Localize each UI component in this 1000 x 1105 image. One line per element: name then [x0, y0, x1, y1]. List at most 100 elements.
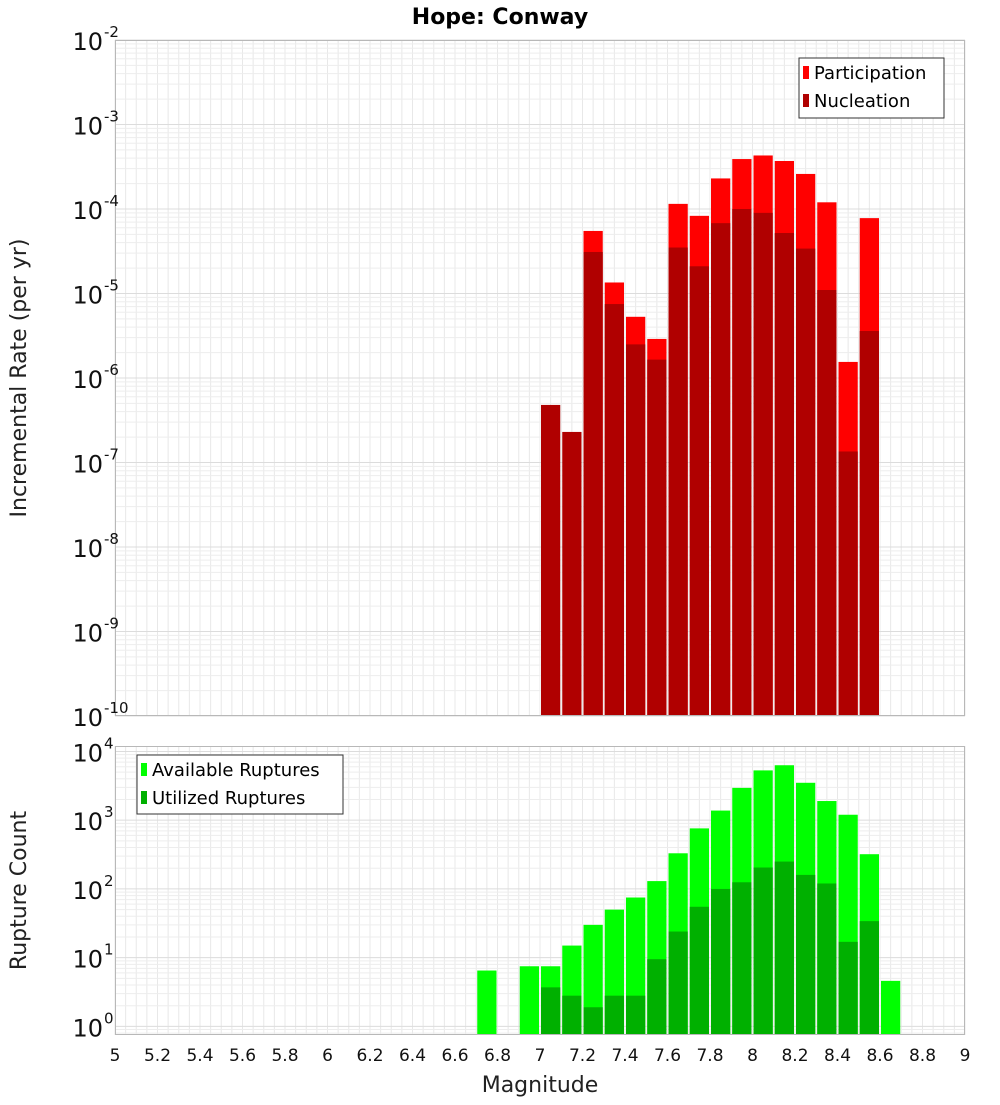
x-tick-label: 7.4: [611, 1046, 638, 1066]
bottom-legend-label: Available Ruptures: [152, 760, 320, 781]
top-bar: [838, 451, 858, 716]
bottom-y-tick-base: 10: [72, 1014, 103, 1042]
top-bar: [753, 212, 773, 716]
top-legend-box: [798, 57, 945, 119]
bottom-y-tick-exp: 4: [104, 734, 114, 752]
top-bar: [541, 404, 561, 716]
bottom-legend-swatch: [141, 763, 147, 776]
top-y-tick-exp: -7: [104, 446, 119, 464]
bottom-bar: [689, 906, 709, 1035]
bottom-bar: [541, 987, 561, 1035]
bottom-plot-frame: [115, 746, 965, 1035]
x-tick-label: 5.2: [144, 1046, 171, 1066]
bottom-y-tick-label: 10 0: [72, 1009, 113, 1042]
top-legend-swatch: [803, 94, 809, 107]
bottom-bar: [477, 970, 497, 1035]
bottom-bar: [838, 941, 858, 1035]
x-tick-label: 5.4: [186, 1046, 213, 1066]
bottom-bar: [711, 888, 731, 1035]
top-y-tick-exp: -2: [104, 23, 119, 41]
bottom-bar: [626, 995, 646, 1035]
top-bar: [796, 248, 816, 716]
top-y-tick-base: 10: [72, 113, 103, 141]
top-y-tick-exp: -4: [104, 192, 119, 210]
bottom-y-tick-exp: 0: [104, 1009, 114, 1027]
top-legend-swatch: [803, 66, 809, 79]
bottom-bar: [753, 867, 773, 1035]
top-y-tick-exp: -10: [104, 699, 129, 717]
top-y-tick-label: 10 -4: [72, 192, 119, 225]
bottom-legend-swatch: [141, 791, 147, 804]
x-tick-label: 6: [322, 1046, 333, 1066]
x-tick-labels: 5 5.2 5.4 5.6 5.8 6 6.2 6.4 6.6 6.8 7 7.2 7.4 7.6 7.8 8…: [110, 1046, 971, 1066]
x-tick-label: 7.8: [696, 1046, 723, 1066]
top-bar: [626, 344, 646, 716]
top-y-tick-label: 10 -2: [72, 23, 119, 56]
top-series-1: [541, 209, 879, 717]
top-legend: Participation Nucleation: [798, 57, 945, 119]
top-y-tick-exp: -3: [104, 108, 119, 126]
top-bar: [774, 232, 794, 716]
bottom-legend-label: Utilized Ruptures: [152, 788, 305, 809]
bottom-y-tick-label: 10 2: [72, 872, 113, 905]
top-bar: [562, 431, 582, 716]
bottom-y-tick-base: 10: [72, 946, 103, 974]
top-bar: [583, 251, 603, 717]
top-y-tick-base: 10: [72, 451, 103, 479]
bottom-y-tick-exp: 3: [104, 803, 114, 821]
top-y-tick-label: 10 -10: [72, 699, 128, 732]
top-y-axis-label: Incremental Rate (per yr): [7, 239, 32, 518]
top-legend-label: Nucleation: [814, 91, 910, 112]
bottom-y-tick-exp: 2: [104, 872, 114, 890]
x-tick-label: 8.6: [866, 1046, 893, 1066]
bottom-bar: [817, 883, 837, 1035]
bottom-y-tick-label: 10 3: [72, 803, 113, 836]
bottom-y-tick-label: 10 4: [72, 734, 113, 767]
top-bar: [689, 266, 709, 716]
top-y-tick-base: 10: [72, 704, 103, 732]
bottom-bar: [859, 921, 879, 1035]
bottom-bar: [732, 882, 752, 1035]
top-bar: [604, 304, 624, 716]
x-axis-label: Magnitude: [482, 1073, 599, 1098]
bottom-bar: [604, 995, 624, 1035]
top-y-tick-base: 10: [72, 620, 103, 648]
x-tick-label: 6.8: [484, 1046, 511, 1066]
top-y-tick-base: 10: [72, 366, 103, 394]
x-tick-label: 8.8: [909, 1046, 936, 1066]
x-tick-label: 8: [747, 1046, 758, 1066]
top-bar: [817, 290, 837, 716]
bottom-y-tick-label: 10 1: [72, 941, 113, 974]
top-y-tick-label: 10 -6: [72, 361, 119, 394]
x-tick-label: 5: [110, 1046, 121, 1066]
bottom-bar: [519, 966, 539, 1035]
top-bar: [732, 209, 752, 716]
top-bar: [647, 359, 667, 716]
top-legend-label: Participation: [814, 63, 926, 84]
x-tick-label: 5.8: [271, 1046, 298, 1066]
top-y-tick-exp: -6: [104, 361, 119, 379]
top-y-tick-label: 10 -5: [72, 277, 119, 310]
top-y-tick-label: 10 -3: [72, 108, 119, 141]
bottom-y-tick-exp: 1: [104, 941, 114, 959]
top-y-tick-base: 10: [72, 282, 103, 310]
chart-title: Hope: Conway: [412, 5, 588, 30]
top-y-tick-label: 10 -9: [72, 615, 119, 648]
top-bar: [668, 247, 688, 716]
x-tick-label: 5.6: [229, 1046, 256, 1066]
top-y-tick-exp: -9: [104, 615, 119, 633]
x-tick-label: 6.2: [356, 1046, 383, 1066]
top-bar: [859, 330, 879, 716]
bottom-y-tick-base: 10: [72, 877, 103, 905]
bottom-bar: [583, 1007, 603, 1035]
top-y-tick-exp: -5: [104, 277, 119, 295]
bottom-y-tick-base: 10: [72, 739, 103, 767]
top-y-tick-label: 10 -7: [72, 446, 119, 479]
top-bar: [711, 223, 731, 716]
x-tick-label: 8.4: [824, 1046, 851, 1066]
bottom-y-axis-label: Rupture Count: [7, 811, 32, 971]
top-grid: [114, 39, 966, 717]
